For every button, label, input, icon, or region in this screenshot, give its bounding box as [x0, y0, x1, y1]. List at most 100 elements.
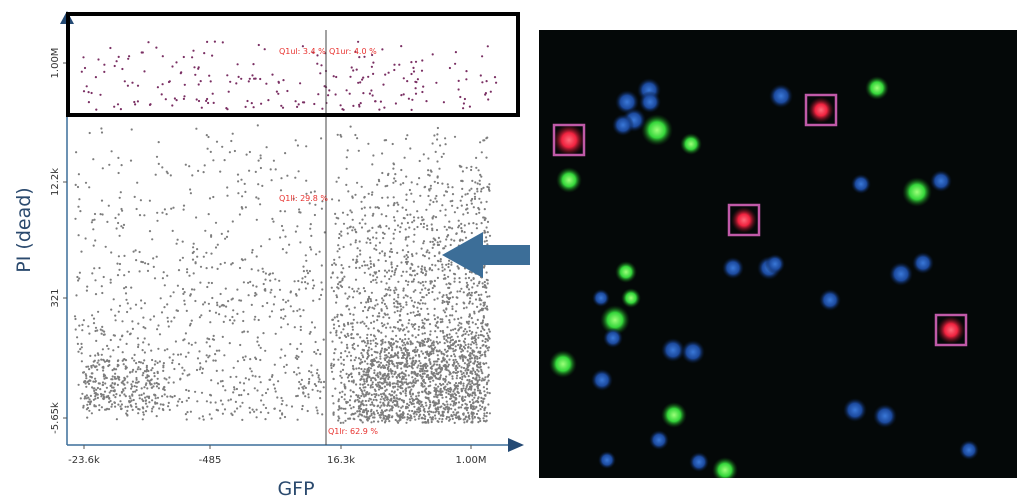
scatter-point: [408, 386, 411, 389]
scatter-point: [299, 383, 302, 386]
scatter-point: [198, 368, 201, 371]
scatter-point: [482, 216, 485, 219]
scatter-point: [236, 173, 240, 176]
scatter-point: [474, 323, 477, 326]
scatter-point: [448, 407, 451, 410]
scatter-point: [401, 249, 404, 252]
scatter-point: [353, 306, 356, 309]
scatter-point: [124, 387, 127, 390]
scatter-point: [440, 384, 443, 387]
scatter-point: [431, 269, 434, 272]
scatter-point: [267, 411, 270, 414]
scatter-point: [411, 98, 414, 101]
scatter-point: [451, 347, 455, 350]
scatter-point: [456, 387, 459, 390]
scatter-point: [410, 72, 413, 76]
scatter-point: [301, 45, 304, 48]
scatter-point: [294, 100, 297, 103]
scatter-point: [429, 169, 432, 172]
scatter-point: [470, 380, 473, 383]
scatter-point: [399, 305, 402, 308]
scatter-point: [222, 320, 225, 323]
scatter-point: [221, 412, 224, 415]
scatter-point: [432, 349, 435, 352]
scatter-point: [98, 266, 101, 270]
scatter-point: [280, 348, 283, 351]
scatter-point: [402, 377, 405, 380]
scatter-point: [183, 291, 186, 294]
scatter-point: [309, 227, 312, 230]
scatter-point: [480, 307, 484, 310]
scatter-point: [216, 267, 219, 270]
scatter-point: [337, 400, 340, 403]
scatter-point: [458, 239, 461, 242]
scatter-point: [429, 282, 432, 285]
scatter-point: [382, 373, 385, 376]
quadrant-label-lr: Q1lr: 62.9 %: [328, 427, 378, 436]
scatter-point: [207, 356, 210, 359]
scatter-point: [468, 329, 471, 332]
scatter-point: [243, 330, 246, 333]
scatter-point: [457, 328, 461, 331]
scatter-point: [447, 381, 450, 384]
scatter-point: [101, 291, 104, 295]
scatter-point: [465, 330, 468, 333]
scatter-point: [418, 359, 421, 363]
scatter-point: [105, 395, 108, 398]
scatter-point: [82, 371, 85, 374]
scatter-point: [361, 348, 364, 351]
scatter-point: [479, 346, 482, 350]
scatter-point: [88, 409, 91, 412]
scatter-point: [398, 230, 401, 233]
scatter-point: [356, 255, 359, 258]
scatter-point: [449, 314, 452, 317]
scatter-point: [310, 321, 314, 324]
scatter-point: [485, 156, 488, 159]
scatter-point: [415, 379, 418, 383]
scatter-point: [457, 382, 461, 385]
scatter-point: [427, 169, 430, 172]
scatter-point: [259, 203, 262, 206]
scatter-point: [423, 356, 427, 359]
scatter-point: [429, 333, 432, 336]
scatter-point: [385, 363, 388, 367]
scatter-point: [118, 234, 121, 237]
scatter-point: [448, 259, 451, 262]
scatter-point: [389, 250, 392, 253]
scatter-point: [209, 321, 212, 324]
scatter-point: [387, 373, 390, 376]
scatter-point: [280, 104, 283, 107]
scatter-point: [414, 359, 417, 362]
scatter-point: [133, 353, 136, 356]
live-cell: [600, 305, 630, 335]
scatter-point: [383, 404, 386, 407]
scatter-point: [483, 378, 486, 381]
live-cell: [615, 261, 637, 283]
scatter-point: [470, 291, 473, 294]
scatter-point: [402, 341, 406, 344]
scatter-point: [463, 224, 466, 227]
scatter-point: [393, 311, 396, 314]
scatter-point: [472, 369, 475, 372]
scatter-point: [420, 307, 423, 310]
scatter-point: [287, 299, 290, 302]
scatter-point: [373, 359, 377, 362]
scatter-point: [362, 356, 365, 359]
scatter-point: [367, 393, 370, 396]
scatter-point: [138, 250, 141, 254]
scatter-point: [371, 403, 374, 406]
scatter-point: [465, 70, 468, 73]
scatter-point: [402, 287, 405, 290]
scatter-point: [144, 410, 148, 413]
scatter-point: [399, 183, 402, 186]
scatter-point: [124, 365, 127, 368]
scatter-point: [95, 388, 98, 391]
scatter-point: [427, 385, 430, 388]
scatter-point: [116, 383, 119, 386]
scatter-point: [156, 377, 159, 380]
scatter-point: [401, 387, 404, 390]
scatter-point: [320, 281, 323, 284]
scatter-point: [216, 304, 219, 307]
scatter-point: [96, 361, 99, 364]
scatter-point: [231, 322, 234, 325]
